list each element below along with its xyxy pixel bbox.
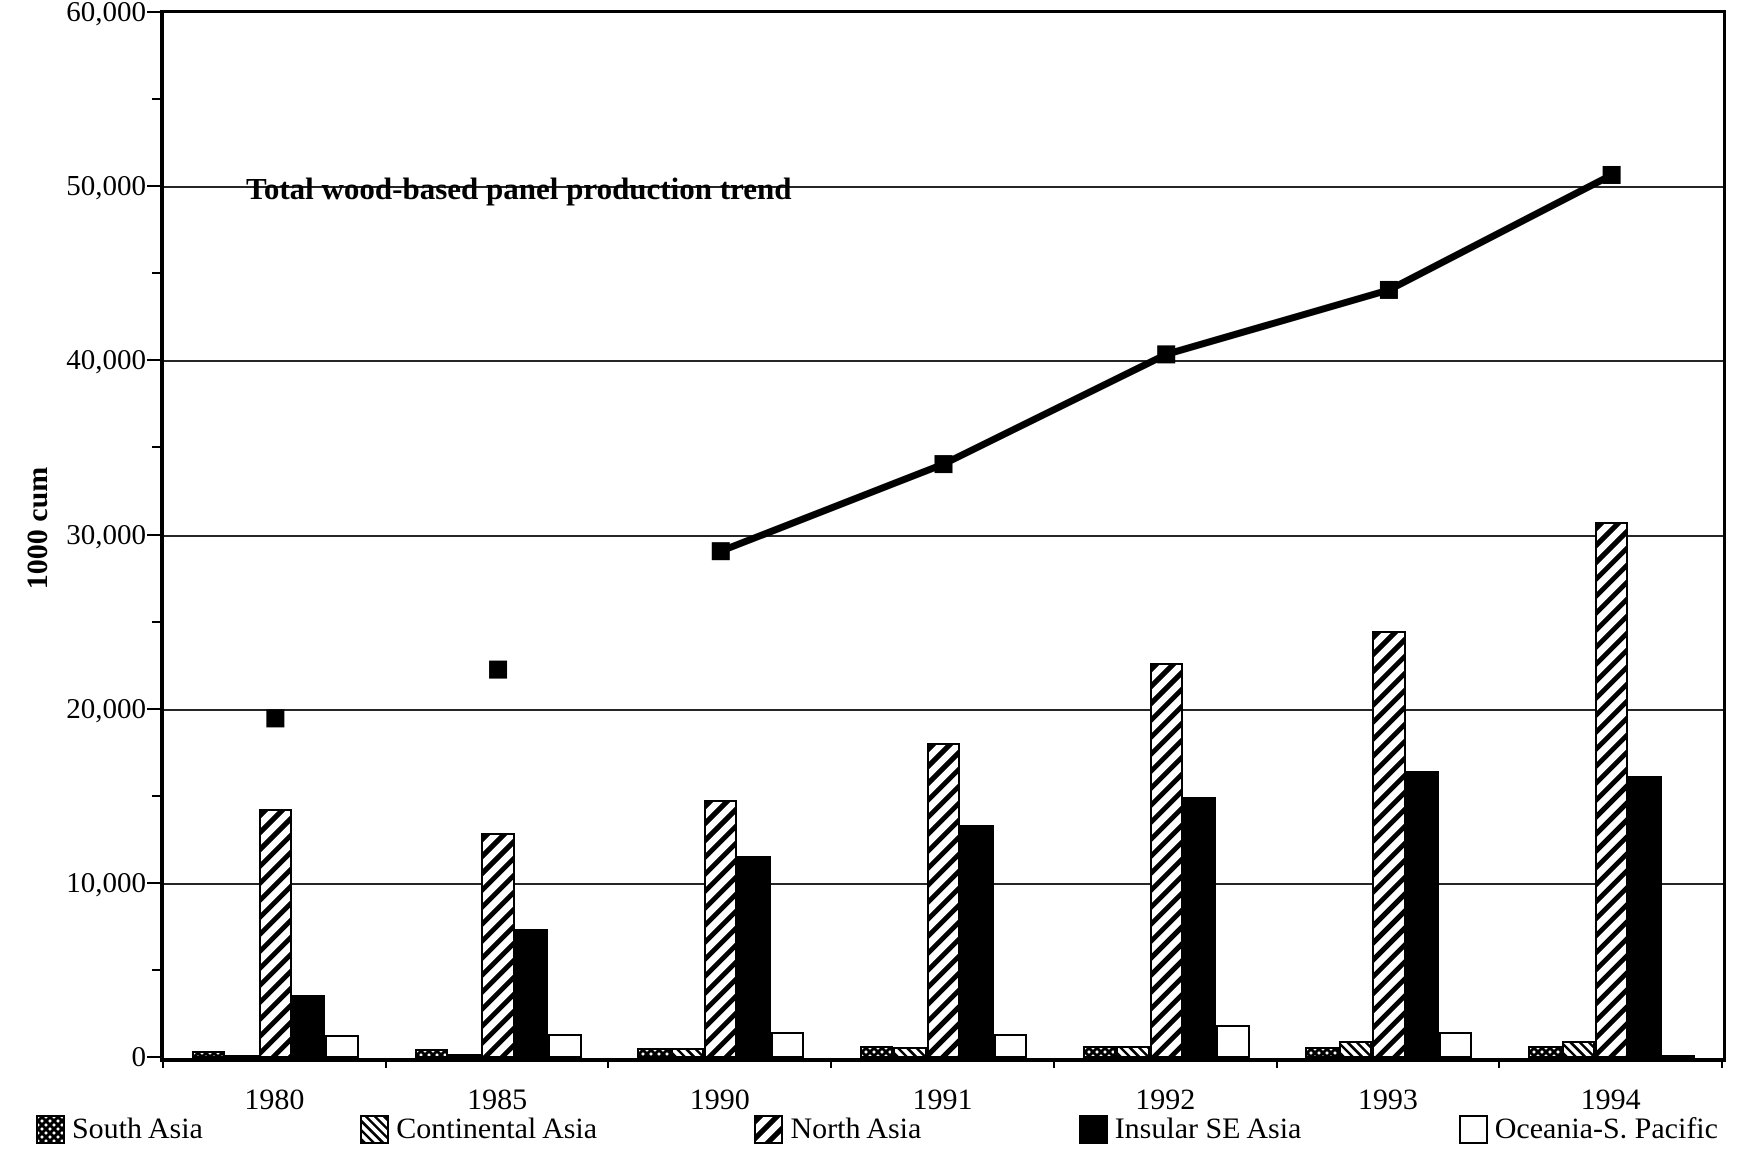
x-tick-label-1993: 1993 (1357, 1083, 1418, 1116)
bar-continental-asia-1990 (670, 1047, 705, 1058)
x-tick-label-1985: 1985 (467, 1083, 528, 1116)
legend-item-continental-asia: Continental Asia (360, 1112, 597, 1146)
bar-oceania-s-pacific-1991 (993, 1033, 1028, 1058)
south-asia-swatch-icon (36, 1114, 65, 1144)
total-line (717, 171, 1616, 555)
bar-south-asia-1991 (859, 1045, 894, 1058)
y-minor-tick-45000 (152, 272, 160, 275)
legend-label-insular-se-asia: Insular SE Asia (1114, 1112, 1302, 1145)
bar-insular-se-asia-1993 (1405, 770, 1440, 1058)
bar-oceania-s-pacific-1992 (1216, 1024, 1250, 1058)
y-major-tick-50000 (147, 185, 160, 188)
total-marker-1980 (266, 709, 285, 728)
bar-south-asia-1992 (1082, 1045, 1117, 1058)
bar-continental-asia-1993 (1338, 1040, 1373, 1058)
bar-north-asia-1993 (1372, 631, 1406, 1058)
bar-continental-asia-1994 (1561, 1040, 1595, 1058)
legend-label-continental-asia: Continental Asia (396, 1112, 598, 1145)
x-boundary-tick (830, 1059, 833, 1068)
plot-area: Total wood-based panel production trend (160, 10, 1726, 1062)
bar-insular-se-asia-1991 (960, 824, 994, 1058)
bar-continental-asia-1991 (893, 1046, 927, 1058)
x-tick-label-1991: 1991 (912, 1083, 973, 1116)
y-minor-tick-25000 (152, 620, 160, 623)
y-tick-label: 10,000 (66, 866, 146, 899)
x-tick-label-1980: 1980 (244, 1083, 305, 1116)
y-major-tick-60000 (147, 11, 160, 13)
bar-north-asia-1985 (481, 833, 515, 1058)
legend-label-north-asia: North Asia (790, 1112, 922, 1145)
x-boundary-tick (1052, 1059, 1055, 1068)
bar-south-asia-1985 (414, 1049, 448, 1058)
x-tick-label-1994: 1994 (1580, 1083, 1641, 1116)
bar-insular-se-asia-1994 (1628, 775, 1662, 1058)
continental-asia-swatch-icon (360, 1114, 390, 1144)
x-boundary-tick (607, 1059, 610, 1068)
bar-oceania-s-pacific-1980 (325, 1035, 359, 1058)
legend-label-south-asia: South Asia (72, 1112, 203, 1145)
legend-label-oceania-s-pacific: Oceania-S. Pacific (1494, 1112, 1718, 1145)
bar-north-asia-1990 (704, 800, 738, 1058)
insular-se-asia-swatch-icon (1078, 1114, 1108, 1144)
bar-continental-asia-1985 (447, 1053, 482, 1058)
x-tick-label-1992: 1992 (1135, 1083, 1196, 1116)
bar-insular-se-asia-1980 (292, 995, 326, 1058)
gridline-40000 (164, 360, 1723, 363)
x-boundary-tick (1498, 1059, 1501, 1068)
legend-item-north-asia: North Asia (754, 1112, 921, 1146)
x-boundary-tick (384, 1059, 387, 1068)
bar-insular-se-asia-1992 (1182, 796, 1217, 1058)
bar-oceania-s-pacific-1985 (548, 1033, 582, 1058)
bar-south-asia-1990 (637, 1047, 671, 1058)
bar-continental-asia-1980 (225, 1055, 259, 1060)
x-boundary-tick (162, 1059, 164, 1068)
y-major-tick-10000 (147, 881, 160, 884)
bar-south-asia-1994 (1528, 1045, 1562, 1058)
y-tick-label: 0 (131, 1041, 147, 1073)
y-tick-label: 40,000 (66, 344, 146, 377)
total-marker-1993 (1379, 280, 1398, 299)
y-tick-label: 30,000 (66, 518, 146, 551)
y-tick-label: 60,000 (66, 0, 146, 28)
gridline-30000 (164, 534, 1723, 537)
y-minor-tick-5000 (152, 968, 160, 971)
bar-oceania-s-pacific-1990 (770, 1031, 805, 1058)
y-tick-label: 20,000 (66, 692, 146, 725)
bar-oceania-s-pacific-1993 (1439, 1031, 1473, 1058)
y-major-tick-30000 (147, 533, 160, 536)
legend-item-insular-se-asia: Insular SE Asia (1078, 1112, 1302, 1146)
x-tick-label-1990: 1990 (689, 1083, 750, 1116)
total-marker-1985 (489, 660, 508, 679)
north-asia-swatch-icon (754, 1114, 784, 1144)
total-marker-1991 (934, 455, 953, 474)
bar-oceania-s-pacific-1994 (1661, 1054, 1696, 1059)
x-boundary-tick (1275, 1059, 1278, 1068)
legend-item-south-asia: South Asia (36, 1112, 203, 1146)
bar-north-asia-1992 (1149, 662, 1183, 1058)
y-minor-tick-35000 (152, 446, 160, 449)
y-major-tick-20000 (147, 707, 160, 710)
y-major-tick-0 (147, 1056, 160, 1058)
total-marker-1990 (711, 542, 730, 561)
y-minor-tick-15000 (152, 794, 160, 797)
legend: South Asia Continental Asia North Asia Insu… (36, 1112, 1718, 1146)
bar-insular-se-asia-1985 (514, 929, 549, 1058)
bar-north-asia-1980 (258, 808, 293, 1058)
bar-continental-asia-1992 (1116, 1045, 1150, 1058)
legend-item-oceania-s-pacific: Oceania-S. Pacific (1458, 1112, 1718, 1146)
chart-title: Total wood-based panel production trend (246, 171, 792, 206)
x-boundary-tick (1721, 1059, 1723, 1068)
bar-north-asia-1991 (926, 742, 961, 1058)
bar-south-asia-1980 (191, 1051, 226, 1058)
bar-south-asia-1993 (1305, 1046, 1339, 1058)
bar-insular-se-asia-1990 (737, 855, 771, 1058)
y-minor-tick-55000 (152, 98, 160, 101)
y-tick-label: 50,000 (66, 170, 146, 203)
gridline-20000 (164, 708, 1723, 711)
oceania-s-pacific-swatch-icon (1458, 1114, 1488, 1144)
y-major-tick-40000 (147, 359, 160, 362)
bar-north-asia-1994 (1594, 521, 1629, 1058)
total-marker-1994 (1602, 165, 1621, 184)
